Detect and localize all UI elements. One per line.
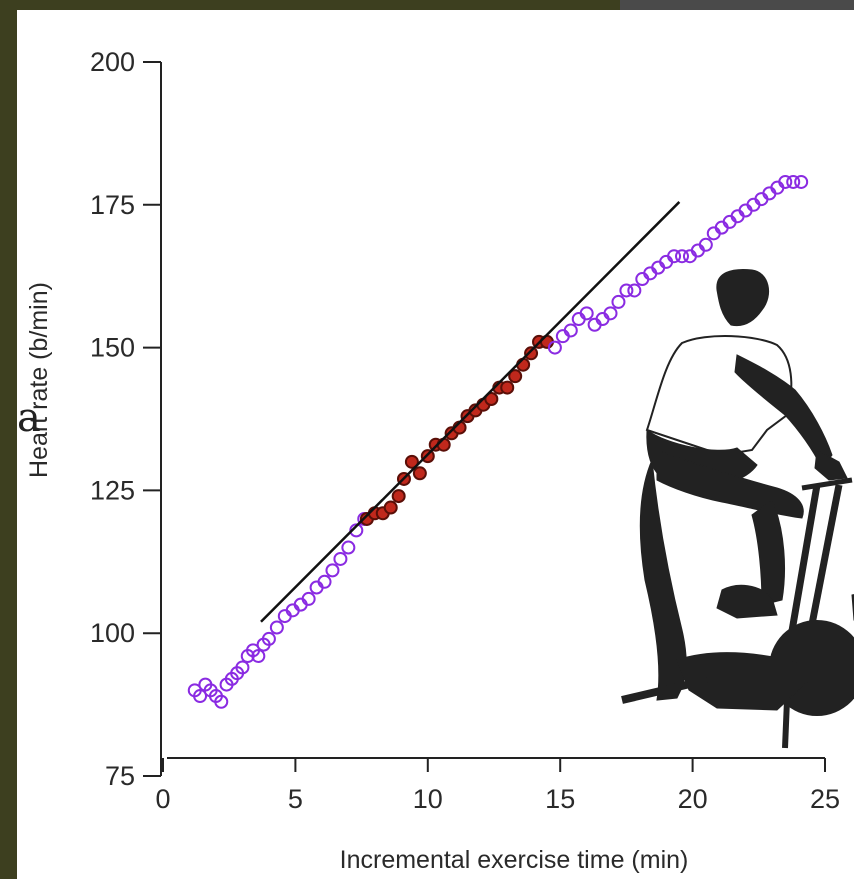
exercise-bike-rider-illustration <box>621 269 854 749</box>
left-frame-border <box>0 0 17 879</box>
data-point <box>214 694 229 709</box>
data-point <box>508 369 523 384</box>
data-point <box>269 620 284 635</box>
top-right-frame-border <box>620 0 854 10</box>
data-point <box>794 174 809 189</box>
y-tick-label: 100 <box>90 618 135 648</box>
data-point <box>383 500 398 515</box>
x-axis-title: Incremental exercise time (min) <box>340 846 689 874</box>
data-point <box>627 283 642 298</box>
data-point <box>484 392 499 407</box>
data-point <box>603 306 618 321</box>
y-tick-label: 125 <box>90 475 135 505</box>
x-tick-label: 20 <box>678 784 708 814</box>
data-point <box>325 563 340 578</box>
data-point <box>675 249 690 264</box>
x-tick-label: 10 <box>413 784 443 814</box>
clipped-slide-text: a <box>17 395 41 441</box>
x-tick-label: 15 <box>545 784 575 814</box>
data-point <box>235 660 250 675</box>
data-point <box>667 249 682 264</box>
x-tick-label: 0 <box>155 784 170 814</box>
data-point <box>500 380 515 395</box>
data-point <box>611 294 626 309</box>
data-point <box>251 649 266 664</box>
trend-line-segment <box>260 201 681 623</box>
data-point <box>524 346 539 361</box>
data-point <box>341 540 356 555</box>
data-point <box>516 357 531 372</box>
axes <box>160 62 825 776</box>
chart-canvas: 75 100 125 150 175 200 0 5 10 15 20 25 Incremental … <box>17 10 854 879</box>
y-axis-title: Heart rate (b/min) <box>25 282 53 478</box>
y-tick-label: 150 <box>90 333 135 363</box>
data-point <box>261 631 276 646</box>
data-point <box>698 237 713 252</box>
data-point <box>786 174 801 189</box>
data-point <box>547 340 562 355</box>
data-point <box>391 489 406 504</box>
x-tick-label: 25 <box>810 784 840 814</box>
data-point <box>412 466 427 481</box>
y-tick-label: 75 <box>105 761 135 791</box>
data-point <box>778 174 793 189</box>
data-point <box>579 306 594 321</box>
data-point <box>436 437 451 452</box>
y-tick-label: 175 <box>90 190 135 220</box>
data-point <box>619 283 634 298</box>
data-point <box>563 323 578 338</box>
top-frame-border <box>0 0 620 10</box>
data-point <box>193 689 208 704</box>
x-tick-label: 5 <box>288 784 303 814</box>
trend-line <box>260 201 681 623</box>
data-point <box>404 454 419 469</box>
data-point <box>333 551 348 566</box>
axis-ticks: 75 100 125 150 175 200 0 5 10 15 20 25 <box>90 47 840 814</box>
y-tick-label: 200 <box>90 47 135 77</box>
data-point <box>317 574 332 589</box>
data-point <box>301 591 316 606</box>
heart-rate-scatter-chart: 75 100 125 150 175 200 0 5 10 15 20 25 Incremental … <box>25 47 854 874</box>
